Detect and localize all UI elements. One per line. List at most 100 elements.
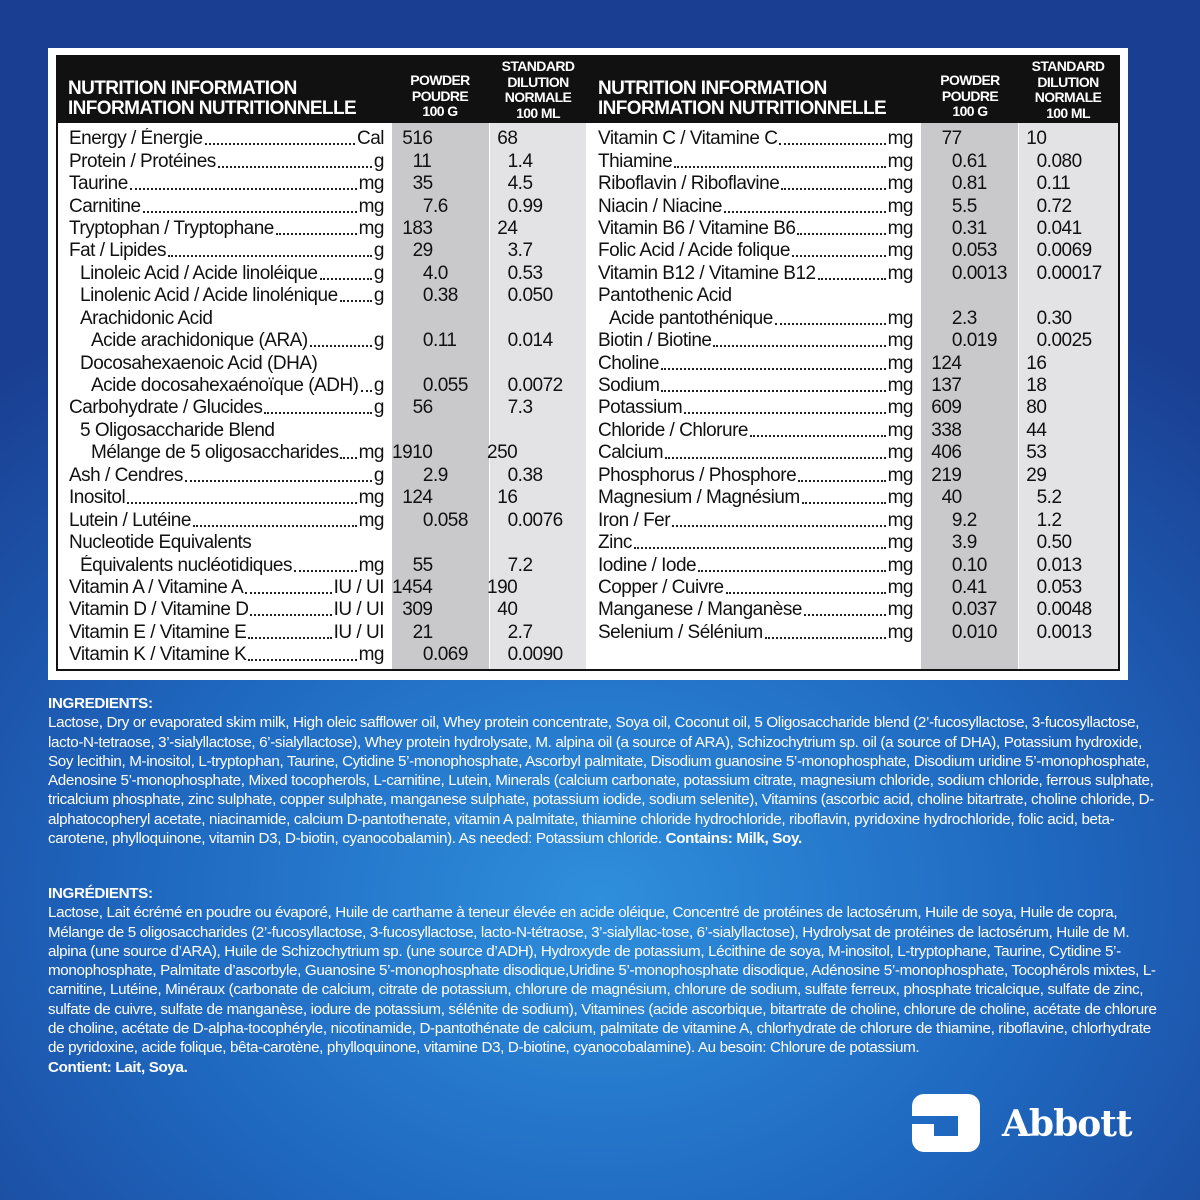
nutrient-label: Chloride / Chlorure mg bbox=[598, 420, 913, 442]
nutrient-unit: g bbox=[373, 150, 384, 172]
nutrient-name: Calcium bbox=[598, 442, 664, 464]
dilution-value: 2.7 bbox=[507, 621, 533, 643]
nutrient-label: Mélange de 5 oligosaccharides mg bbox=[91, 442, 384, 464]
dot-leader bbox=[633, 547, 886, 550]
dilution-value: 0.99 bbox=[507, 195, 543, 217]
powder-value: 609 bbox=[931, 397, 962, 419]
dot-leader bbox=[129, 188, 357, 191]
dot-leader bbox=[749, 434, 886, 437]
nutrient-name: Potassium bbox=[598, 397, 683, 419]
title-en: NUTRITION INFORMATION bbox=[598, 78, 827, 99]
nutrient-row: Linoleic Acid / Acide linoléique g 4.0 0.53 bbox=[69, 263, 578, 285]
dilution-value: 53 bbox=[1026, 442, 1047, 464]
nutrient-row: Thiamine mg 0.61 0.080 bbox=[598, 150, 1110, 172]
nutrient-unit: mg bbox=[887, 150, 913, 172]
nutrient-label: Tryptophan / Tryptophane mg bbox=[69, 218, 384, 240]
nutrient-unit: g bbox=[373, 375, 384, 397]
nutrient-label: Thiamine mg bbox=[598, 151, 913, 173]
col-header-line: 100 ML bbox=[1046, 104, 1090, 121]
nutrient-label: Acide pantothénique mg bbox=[609, 308, 913, 330]
nutrient-row: Pantothenic Acid bbox=[598, 285, 1110, 307]
nutrient-row: Magnesium / Magnésium mg 40 5.2 bbox=[598, 487, 1110, 509]
dilution-value: 7.3 bbox=[507, 397, 533, 419]
col-header-dilution: STANDARD DILUTION NORMALE 100 ML bbox=[1020, 58, 1116, 121]
nutrient-row: Iron / Fer mg 9.2 1.2 bbox=[598, 509, 1110, 531]
nutrient-name: Vitamin A / Vitamine A bbox=[69, 576, 244, 598]
dilution-value: 24 bbox=[497, 217, 518, 239]
nutrient-row: Protein / Protéines g 11 1.4 bbox=[69, 150, 578, 172]
powder-value: 9.2 bbox=[951, 509, 977, 531]
nutrient-label: Acide docosahexaénoïque (ADH) g bbox=[91, 375, 384, 397]
nutrient-unit: mg bbox=[887, 352, 913, 374]
nutrient-unit: mg bbox=[887, 195, 913, 217]
nutrient-label: Arachidonic Acid bbox=[80, 308, 384, 330]
col-header-line: NORMALE bbox=[1034, 89, 1102, 105]
nutrient-name: Carbohydrate / Glucides bbox=[69, 397, 263, 419]
nutrient-row: Vitamin B12 / Vitamine B12 mg 0.0013 0.0001… bbox=[598, 263, 1110, 285]
nutrient-unit: mg bbox=[887, 240, 913, 262]
dilution-value: 5.2 bbox=[1036, 487, 1062, 509]
nutrient-label: Biotin / Biotine mg bbox=[598, 330, 913, 352]
dot-leader bbox=[713, 345, 886, 348]
dot-leader bbox=[319, 277, 372, 280]
nutrient-row: Taurine mg 35 4.5 bbox=[69, 173, 578, 195]
powder-value: 0.10 bbox=[951, 554, 987, 576]
nutrient-row: Niacin / Niacine mg 5.5 0.72 bbox=[598, 195, 1110, 217]
nutrient-name: Iodine / Iode bbox=[598, 554, 697, 576]
dilution-value: 0.30 bbox=[1036, 307, 1072, 329]
powder-value: 0.81 bbox=[951, 173, 987, 195]
nutrient-label: Linoleic Acid / Acide linoléique g bbox=[80, 263, 384, 285]
nutrient-name: Phosphorus / Phosphore bbox=[598, 464, 797, 486]
dot-leader bbox=[309, 345, 372, 348]
nutrient-unit: mg bbox=[887, 173, 913, 195]
ingredients-en: INGREDIENTS: Lactose, Dry or evaporated … bbox=[48, 694, 1158, 848]
powder-column-bg bbox=[921, 123, 1018, 669]
powder-value: 56 bbox=[412, 397, 434, 419]
nutrient-name: Thiamine bbox=[598, 150, 673, 172]
dilution-value: 0.041 bbox=[1036, 217, 1083, 239]
dot-leader bbox=[339, 300, 372, 303]
abbott-logo-icon bbox=[912, 1094, 980, 1152]
nutrient-unit: g bbox=[373, 397, 384, 419]
dot-leader bbox=[684, 412, 886, 415]
nutrient-name: Biotin / Biotine bbox=[598, 330, 712, 352]
dot-leader bbox=[672, 524, 886, 527]
nutrient-row: Vitamin C / Vitamine C mg 77 10 bbox=[598, 128, 1110, 150]
nutrient-row: Manganese / Manganèse mg 0.037 0.0048 bbox=[598, 599, 1110, 621]
nutrient-unit: mg bbox=[887, 419, 913, 441]
dot-leader bbox=[294, 569, 357, 572]
title-en: NUTRITION INFORMATION bbox=[68, 78, 297, 99]
nutrient-unit: IU / UI bbox=[333, 621, 384, 643]
nutrient-name: Sodium bbox=[598, 375, 660, 397]
nutrient-unit: mg bbox=[358, 487, 384, 509]
nutrient-row: Zinc mg 3.9 0.50 bbox=[598, 532, 1110, 554]
nutrient-name: Manganese / Manganèse bbox=[598, 599, 802, 621]
ingredients-list: Lactose, Lait écrémé en poudre ou évapor… bbox=[48, 904, 1157, 1057]
nutrient-unit: IU / UI bbox=[333, 599, 384, 621]
dot-leader bbox=[661, 390, 886, 393]
nutrient-unit: mg bbox=[358, 554, 384, 576]
powder-value: 5.5 bbox=[951, 195, 977, 217]
nutrient-unit: mg bbox=[887, 621, 913, 643]
col-header-powder: POWDER POUDRE 100 G bbox=[392, 72, 488, 120]
nutrient-label: Linolenic Acid / Acide linolénique g bbox=[80, 285, 384, 307]
powder-value: 3.9 bbox=[951, 532, 977, 554]
dilution-value: 16 bbox=[1026, 352, 1047, 374]
nutrient-name: Linoleic Acid / Acide linoléique bbox=[80, 262, 318, 284]
right-nutrient-list: Vitamin C / Vitamine C mg 77 10 Thiamine mg 0.… bbox=[598, 128, 1110, 644]
nutrient-row: Tryptophan / Tryptophane mg 183 24 bbox=[69, 218, 578, 240]
dilution-value: 44 bbox=[1026, 419, 1047, 441]
nutrient-name: Protein / Protéines bbox=[69, 150, 216, 172]
nutrient-row: Biotin / Biotine mg 0.019 0.0025 bbox=[598, 330, 1110, 352]
nutrient-row: Phosphorus / Phosphore mg 219 29 bbox=[598, 465, 1110, 487]
powder-value: 0.055 bbox=[422, 375, 469, 397]
nutrient-label: Magnesium / Magnésium mg bbox=[598, 487, 913, 509]
nutrient-row: Carnitine mg 7.6 0.99 bbox=[69, 195, 578, 217]
nutrient-unit: g bbox=[373, 464, 384, 486]
dot-leader bbox=[192, 524, 357, 527]
dot-leader bbox=[797, 232, 886, 235]
nutrient-label: Vitamin K / Vitamine K mg bbox=[69, 644, 384, 666]
col-header-line: DILUTION bbox=[1037, 73, 1099, 90]
dot-leader bbox=[204, 143, 355, 146]
dot-leader bbox=[245, 591, 332, 594]
